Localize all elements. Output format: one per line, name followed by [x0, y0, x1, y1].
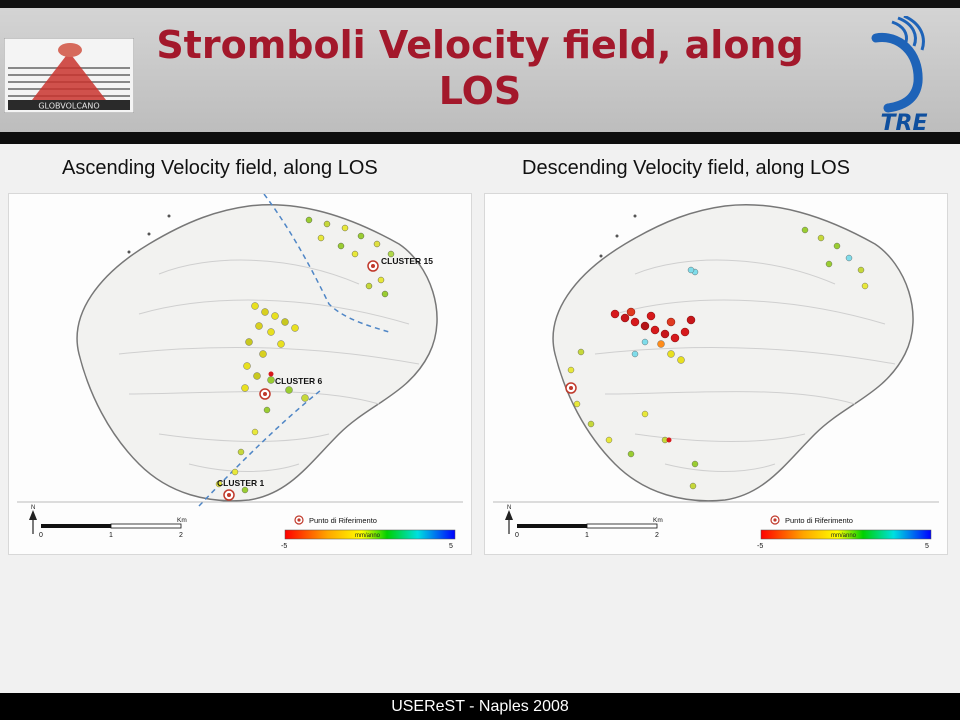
tre-logo-text: TRE	[881, 111, 928, 134]
cluster-15-marker: CLUSTER 15	[367, 256, 433, 272]
scale-tick-2: 2	[655, 532, 659, 539]
cluster-6-label: CLUSTER 6	[275, 376, 323, 386]
scale-unit: Km	[653, 517, 663, 524]
north-arrow: N	[505, 505, 513, 534]
ascending-points	[127, 214, 395, 494]
north-arrow: N	[29, 505, 37, 534]
reference-point-legend: Punto di Riferimento	[770, 515, 853, 525]
boundary-line	[263, 194, 390, 333]
scale-tick-0: 0	[39, 532, 43, 539]
scale-bar: 0 1 2 Km	[39, 517, 187, 539]
colorbar-max: 5	[925, 543, 929, 550]
reference-point-marker	[565, 382, 577, 394]
cluster-1-marker: CLUSTER 1	[217, 478, 265, 501]
slide-header: GLOBVOLCANO Stromboli Velocity field, al…	[0, 8, 960, 144]
colorbar-unit: mm/anno	[831, 533, 857, 539]
reference-point-legend: Punto di Riferimento	[294, 515, 377, 525]
north-label: N	[507, 505, 511, 511]
colorbar-min: -5	[281, 543, 287, 550]
scale-tick-1: 1	[585, 532, 589, 539]
scale-tick-0: 0	[515, 532, 519, 539]
velocity-colorbar: mm/anno -5 5	[757, 529, 932, 550]
reference-label: Punto di Riferimento	[309, 516, 377, 525]
scale-bar: 0 1 2 Km	[515, 517, 663, 539]
descending-panel-title: Descending Velocity field, along LOS	[522, 157, 850, 179]
globvolcano-logo-text: GLOBVOLCANO	[38, 102, 99, 111]
page-title: Stromboli Velocity field, along LOS	[156, 23, 804, 113]
ascending-map: CLUSTER 15 CLUSTER 6 CLUSTER 1 N 0 1 2 K…	[8, 193, 472, 555]
descending-map-canvas: N 0 1 2 Km Punto di Riferimento mm/anno …	[493, 204, 939, 550]
scale-unit: Km	[177, 517, 187, 524]
cluster-15-label: CLUSTER 15	[381, 256, 433, 266]
top-bar	[0, 0, 960, 8]
velocity-colorbar: mm/anno -5 5	[281, 529, 456, 550]
cluster-6-marker: CLUSTER 6	[259, 376, 323, 400]
scale-tick-1: 1	[109, 532, 113, 539]
descending-map: N 0 1 2 Km Punto di Riferimento mm/anno …	[484, 193, 948, 555]
ascending-map-canvas: CLUSTER 15 CLUSTER 6 CLUSTER 1 N 0 1 2 K…	[17, 194, 463, 550]
reference-label: Punto di Riferimento	[785, 516, 853, 525]
cluster-1-label: CLUSTER 1	[217, 478, 265, 488]
north-label: N	[31, 505, 35, 511]
scale-tick-2: 2	[179, 532, 183, 539]
colorbar-min: -5	[757, 543, 763, 550]
colorbar-max: 5	[449, 543, 453, 550]
ascending-panel-title: Ascending Velocity field, along LOS	[62, 157, 378, 179]
boundary-line	[198, 389, 322, 507]
globvolcano-logo: GLOBVOLCANO	[4, 38, 134, 113]
footer: USEReST - Naples 2008	[0, 693, 960, 720]
tre-logo: TRE	[871, 16, 928, 134]
colorbar-unit: mm/anno	[355, 533, 381, 539]
descending-points	[565, 214, 869, 490]
